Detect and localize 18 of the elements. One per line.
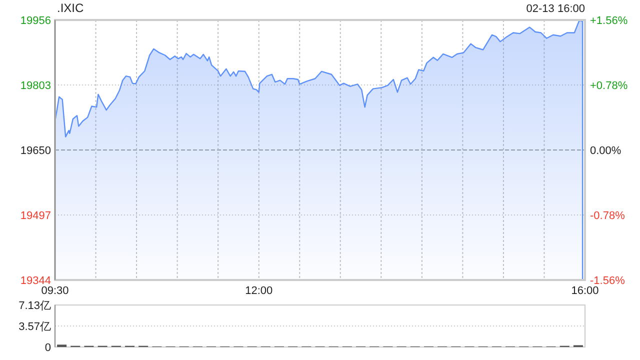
y-tick-label: 19650 <box>20 145 51 157</box>
y-tick-label: 7.13亿 <box>18 300 51 312</box>
x-tick-label: 09:30 <box>41 285 69 297</box>
y2-tick-label: -1.56% <box>590 275 626 287</box>
text: 02-13 16:00 <box>526 3 585 15</box>
y2-tick-label: +0.78% <box>590 80 628 92</box>
x-tick-label: 16:00 <box>571 285 599 297</box>
chart-title: .IXIC <box>57 1 84 15</box>
y2-tick-label: 0.00% <box>590 145 622 157</box>
y-tick-label: 19344 <box>20 275 51 287</box>
y2-tick-label: -0.78% <box>590 210 626 222</box>
y2-tick-label: +1.56% <box>590 15 628 27</box>
x-tick-label: 12:00 <box>245 285 273 297</box>
y-tick-label: 19803 <box>20 80 51 92</box>
y-tick-label: 0 <box>44 342 51 354</box>
y-tick-label: 19956 <box>20 15 51 27</box>
y-tick-label: 3.57亿 <box>18 320 51 333</box>
y-tick-label: 19497 <box>20 210 51 222</box>
